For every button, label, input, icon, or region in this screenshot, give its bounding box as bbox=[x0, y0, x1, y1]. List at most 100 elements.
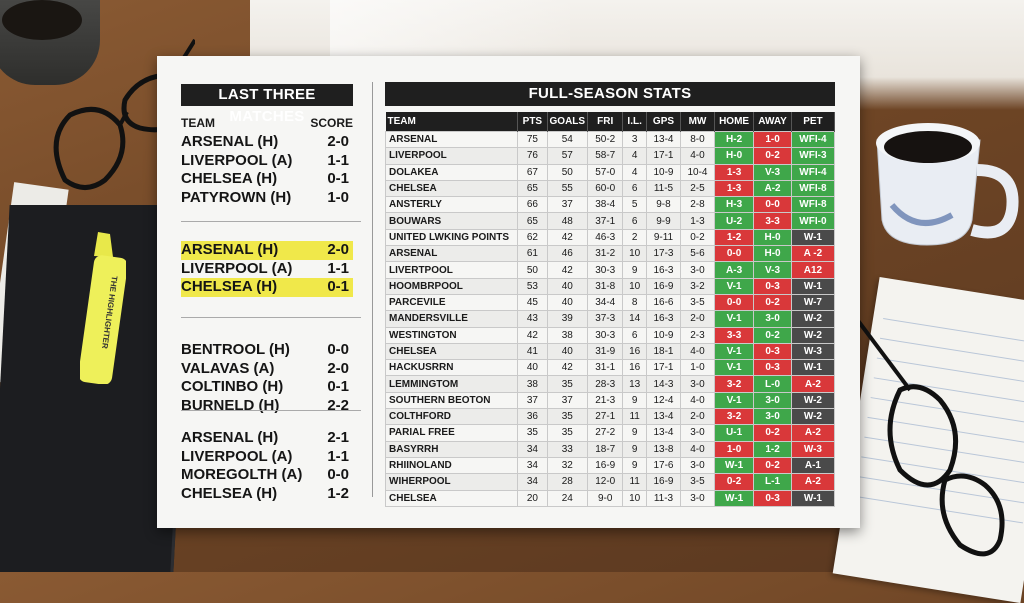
match-team: PATYROWN (H) bbox=[181, 188, 292, 206]
match-score: 2-2 bbox=[327, 396, 349, 414]
team-cell: LIVERPOOL bbox=[384, 147, 519, 165]
result-cell: 1-2 bbox=[713, 228, 755, 247]
match-team: CHELSEA (H) bbox=[181, 484, 278, 502]
stat-cell: 2-0 bbox=[680, 408, 715, 426]
stat-cell: 3 bbox=[622, 130, 647, 149]
result-cell: 3-2 bbox=[713, 408, 755, 426]
stat-cell: 53 bbox=[517, 277, 548, 295]
table-row: ARSENAL 75 54 50-2 3 13-4 8-0 H-2 1-0 WFI-4 bbox=[384, 130, 836, 149]
result-cell: 3-0 bbox=[753, 391, 792, 410]
stat-cell: 36 bbox=[517, 408, 548, 426]
stat-cell: 13 bbox=[622, 375, 647, 393]
season-col-header: I.L. bbox=[622, 112, 647, 132]
table-row: MANDERSVILLE 43 39 37-3 14 16-3 2-0 V-1 3-0 W-2 bbox=[384, 310, 836, 328]
result-cell: 0-2 bbox=[713, 473, 755, 491]
table-row: CHELSEA 41 40 31-9 16 18-1 4-0 V-1 0-3 W-3 bbox=[384, 342, 836, 361]
stat-cell: 6 bbox=[622, 326, 647, 344]
table-row: LIVERPOOL 76 57 58-7 4 17-1 4-0 H-0 0-2 WFI-3 bbox=[384, 147, 836, 165]
match-team: ARSENAL (H) bbox=[181, 133, 279, 150]
match-row: COLTINBO (H) 0-1 bbox=[181, 378, 353, 397]
stat-cell: 76 bbox=[517, 147, 548, 165]
match-team: MOREGOLTH (A) bbox=[181, 466, 303, 483]
team-cell: WESTINGTON bbox=[384, 326, 519, 344]
match-team: BURNELD (H) bbox=[181, 396, 280, 414]
result-cell: A12 bbox=[790, 261, 836, 279]
result-cell: W-2 bbox=[790, 310, 836, 328]
stat-cell: 30-3 bbox=[587, 326, 624, 344]
result-cell: A -2 bbox=[790, 245, 836, 263]
stat-cell: 10 bbox=[622, 245, 647, 263]
stat-cell: 42 bbox=[546, 261, 589, 279]
stat-cell: 2 bbox=[622, 228, 647, 247]
stat-cell: 31-8 bbox=[587, 277, 624, 295]
stat-cell: 18-7 bbox=[587, 440, 624, 458]
season-col-header: FRI bbox=[587, 112, 624, 132]
stat-cell: 8-0 bbox=[680, 130, 715, 149]
stat-cell: 42 bbox=[517, 326, 548, 344]
stat-cell: 11-3 bbox=[645, 489, 682, 507]
stat-cell: 9 bbox=[622, 456, 647, 475]
team-cell: HOOMBRPOOL bbox=[384, 277, 519, 295]
stat-cell: 17-6 bbox=[645, 456, 682, 475]
stat-cell: 21-3 bbox=[587, 391, 624, 410]
table-row: CHELSEA 65 55 60-0 6 11-5 2-5 1-3 A-2 WFI-8 bbox=[384, 179, 836, 198]
result-cell: 3-0 bbox=[753, 408, 792, 426]
match-group: ARSENAL (H) 2-0 LIVERPOOL (A) 1-1 CHELSEA (H… bbox=[181, 241, 353, 297]
result-cell: W-1 bbox=[790, 228, 836, 247]
match-score: 0-0 bbox=[327, 466, 349, 483]
stat-cell: 35 bbox=[546, 424, 589, 442]
match-row: CHELSEA (H) 0-1 bbox=[181, 170, 353, 189]
stat-cell: 12-4 bbox=[645, 391, 682, 410]
stat-cell: 12-0 bbox=[587, 473, 624, 491]
table-row: DOLAKEA 67 50 57-0 4 10-9 10-4 1-3 V-3 WFI-4 bbox=[384, 163, 836, 181]
stat-cell: 3-0 bbox=[680, 261, 715, 279]
result-cell: 1-3 bbox=[713, 163, 755, 181]
stat-cell: 40 bbox=[546, 342, 589, 361]
stat-cell: 10-4 bbox=[680, 163, 715, 181]
table-row: LIVERTPOOL 50 42 30-3 9 16-3 3-0 A-3 V-3 A12 bbox=[384, 261, 836, 279]
stat-cell: 5 bbox=[622, 196, 647, 214]
match-team: ARSENAL (H) bbox=[181, 241, 279, 258]
match-score: 0-1 bbox=[327, 378, 349, 395]
result-cell: W-2 bbox=[790, 408, 836, 426]
result-cell: A-1 bbox=[790, 456, 836, 475]
stat-cell: 37-1 bbox=[587, 212, 624, 230]
match-team: BENTROOL (H) bbox=[181, 341, 290, 358]
table-row: COLTHFORD 36 35 27-1 11 13-4 2-0 3-2 3-0 W-2 bbox=[384, 408, 836, 426]
table-row: BASYRRH 34 33 18-7 9 13-8 4-0 1-0 1-2 W-3 bbox=[384, 440, 836, 458]
stat-cell: 30-3 bbox=[587, 261, 624, 279]
stat-cell: 62 bbox=[517, 228, 548, 247]
season-col-header: PTS bbox=[517, 112, 548, 132]
stat-cell: 55 bbox=[546, 179, 589, 198]
season-col-header: AWAY bbox=[753, 112, 792, 132]
team-cell: SOUTHERN BEOTON bbox=[384, 391, 519, 410]
team-cell: UNITED LWKING POINTS bbox=[384, 228, 519, 247]
stat-cell: 35 bbox=[546, 408, 589, 426]
stat-cell: 1-0 bbox=[680, 359, 715, 377]
result-cell: 0-2 bbox=[753, 456, 792, 475]
match-row: LIVERPOOL (A) 1-1 bbox=[181, 152, 353, 171]
stat-cell: 65 bbox=[517, 179, 548, 198]
stat-cell: 37-3 bbox=[587, 310, 624, 328]
team-cell: DOLAKEA bbox=[384, 163, 519, 181]
team-cell: HACKUSRRN bbox=[384, 359, 519, 377]
team-cell: CHELSEA bbox=[384, 179, 519, 198]
season-title: FULL-SEASON STATS bbox=[385, 82, 835, 106]
stat-cell: 11-5 bbox=[645, 179, 682, 198]
stat-cell: 37 bbox=[546, 391, 589, 410]
result-cell: 1-0 bbox=[713, 440, 755, 458]
result-cell: 3-2 bbox=[713, 375, 755, 393]
season-col-header: MW bbox=[680, 112, 715, 132]
stat-cell: 9 bbox=[622, 424, 647, 442]
stat-cell: 58-7 bbox=[587, 147, 624, 165]
match-score: 0-1 bbox=[327, 278, 349, 295]
result-cell: 3-3 bbox=[713, 326, 755, 344]
last-three-header: TEAM SCORE bbox=[181, 116, 353, 130]
stat-cell: 17-3 bbox=[645, 245, 682, 263]
stat-cell: 3-0 bbox=[680, 456, 715, 475]
match-score: 0-1 bbox=[327, 170, 349, 187]
result-cell: V-1 bbox=[713, 342, 755, 361]
stat-cell: 9-11 bbox=[645, 228, 682, 247]
stat-cell: 8 bbox=[622, 293, 647, 312]
stat-cell: 46-3 bbox=[587, 228, 624, 247]
